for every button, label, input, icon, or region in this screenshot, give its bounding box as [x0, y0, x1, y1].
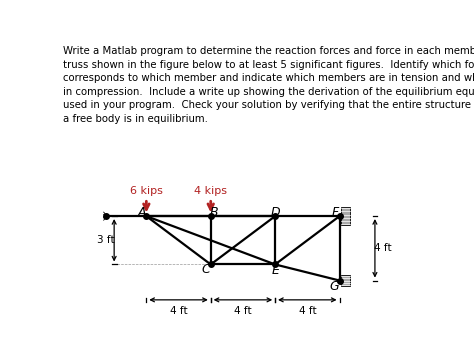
Text: E: E [271, 263, 279, 277]
Text: B: B [210, 206, 218, 219]
Text: C: C [201, 263, 210, 276]
Text: F: F [332, 206, 339, 219]
Text: 4 ft: 4 ft [234, 306, 252, 316]
Text: Write a Matlab program to determine the reaction forces and force in each member: Write a Matlab program to determine the … [63, 46, 474, 124]
Text: 4 kips: 4 kips [194, 186, 227, 196]
Text: A: A [137, 206, 146, 219]
Text: D: D [270, 206, 280, 219]
Text: 4 ft: 4 ft [170, 306, 187, 316]
Text: 4 ft: 4 ft [374, 243, 392, 253]
Bar [341, 207, 350, 225]
Text: 4 ft: 4 ft [299, 306, 316, 316]
Bar [341, 275, 350, 286]
Text: 6 kips: 6 kips [130, 186, 163, 196]
Text: G: G [330, 280, 339, 293]
Text: 3 ft: 3 ft [97, 235, 115, 245]
